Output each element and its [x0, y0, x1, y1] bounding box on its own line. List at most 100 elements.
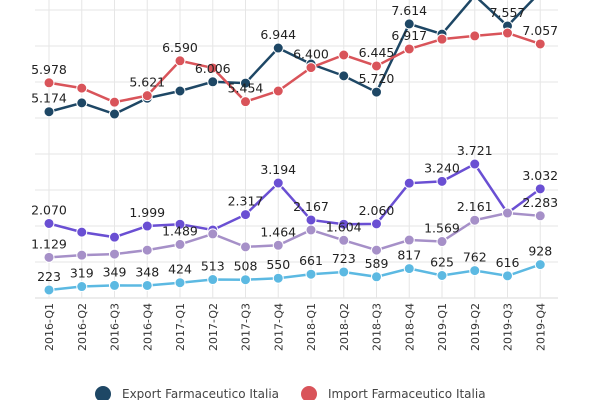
data-label: 5.621 [129, 75, 165, 90]
data-label: 817 [397, 248, 421, 263]
data-point [240, 77, 251, 89]
data-point [403, 43, 415, 55]
data-point [207, 62, 219, 74]
data-point [109, 248, 120, 260]
data-point [109, 108, 120, 120]
data-point [502, 207, 513, 219]
data-point [76, 249, 88, 261]
data-label: 928 [528, 244, 552, 259]
data-point [403, 18, 415, 30]
x-tick-label: 2016-Q1 [43, 303, 56, 351]
series-line [48, 31, 541, 104]
data-label: 6.590 [162, 40, 198, 55]
data-label: 6.944 [260, 27, 296, 42]
data-point [403, 263, 415, 275]
data-label: 762 [463, 250, 487, 265]
data-point [502, 270, 513, 282]
data-point [403, 234, 415, 246]
data-label: 5.720 [359, 71, 395, 86]
data-label: 513 [201, 259, 225, 274]
x-tick-label: 2018-Q4 [403, 303, 416, 351]
data-label: 7.614 [391, 3, 427, 18]
data-point [371, 244, 382, 256]
x-tick-label: 2018-Q1 [305, 303, 318, 351]
data-point [141, 279, 153, 291]
data-label: 2.070 [31, 202, 67, 217]
data-point [272, 177, 284, 189]
data-point [207, 274, 219, 286]
data-point [141, 244, 153, 256]
data-label: 616 [496, 255, 520, 270]
data-point [502, 27, 513, 39]
data-point [436, 33, 448, 45]
data-label: 349 [103, 264, 127, 279]
data-point [534, 259, 546, 271]
data-label: 661 [299, 253, 323, 268]
data-point [174, 238, 186, 250]
data-point [174, 277, 186, 289]
data-point [76, 226, 88, 238]
data-point [109, 231, 120, 243]
data-label: 6.400 [293, 47, 329, 62]
data-label: 3.240 [424, 160, 460, 175]
data-point [240, 241, 251, 253]
legend: Export Farmaceutico Italia Import Farmace… [95, 386, 486, 400]
x-tick-label: 2017-Q3 [240, 303, 253, 351]
data-point [174, 85, 186, 97]
data-label: 508 [234, 259, 258, 274]
data-label: 1.604 [326, 219, 362, 234]
data-label: 2.161 [457, 199, 493, 214]
x-tick-label: 2016-Q3 [109, 303, 122, 351]
data-point [174, 55, 186, 67]
data-label: 6.917 [391, 28, 427, 43]
x-tick-label: 2019-Q2 [469, 303, 482, 351]
data-point [43, 77, 55, 89]
x-tick-label: 2019-Q3 [502, 303, 515, 351]
data-label: 223 [37, 269, 61, 284]
x-tick-label: 2018-Q3 [371, 303, 384, 351]
series-lines [43, 0, 546, 296]
series-line [48, 263, 541, 292]
data-label: 1.464 [260, 224, 296, 239]
x-axis-ticks: 2016-Q1 2016-Q2 2016-Q3 2016-Q4 2017-Q1 2017-… [43, 303, 547, 351]
data-label: 5.454 [228, 81, 264, 96]
data-label: 7.557 [490, 5, 526, 20]
data-point [534, 210, 546, 222]
data-point [76, 97, 88, 109]
x-tick-label: 2017-Q1 [174, 303, 187, 351]
data-label: 3.032 [522, 168, 558, 183]
data-point [469, 158, 481, 170]
x-tick-label: 2019-Q4 [534, 303, 547, 351]
data-point [240, 96, 251, 108]
data-point [469, 214, 481, 226]
data-point [240, 209, 251, 221]
data-point [469, 265, 481, 277]
data-point [109, 279, 120, 291]
data-point [436, 175, 448, 187]
data-label: 3.194 [260, 162, 296, 177]
legend-swatch [301, 386, 317, 400]
data-label: 5.978 [31, 62, 67, 77]
data-point [534, 38, 546, 50]
series-line [48, 211, 541, 259]
series-line [48, 162, 541, 239]
data-label: 2.283 [522, 195, 558, 210]
data-label: 1.569 [424, 221, 460, 236]
x-tick-label: 2016-Q2 [76, 303, 89, 351]
data-label: 1.129 [31, 236, 67, 251]
data-point [371, 218, 382, 230]
data-point [436, 270, 448, 281]
data-point [240, 274, 251, 286]
x-tick-label: 2016-Q4 [141, 303, 154, 351]
data-point [371, 271, 382, 283]
data-point [272, 85, 284, 97]
x-tick-label: 2019-Q1 [436, 303, 449, 351]
data-label: 3.721 [457, 143, 493, 158]
data-point [338, 266, 350, 278]
data-label: 5.174 [31, 91, 67, 106]
data-label: 348 [135, 264, 159, 279]
data-point [43, 284, 55, 296]
data-label: 550 [266, 257, 290, 272]
data-point [305, 214, 317, 226]
